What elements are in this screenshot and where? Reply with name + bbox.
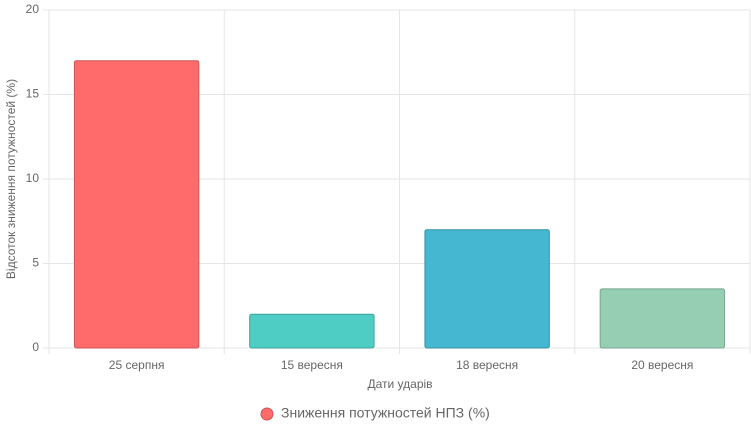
x-tick-label: 18 вересня — [456, 358, 518, 372]
bar — [599, 288, 726, 349]
y-tick-label: 15 — [26, 87, 40, 101]
x-tick-label: 20 вересня — [631, 358, 693, 372]
y-axis-label: Відсоток зниження потужностей (%) — [4, 79, 18, 279]
y-tick-label: 5 — [32, 256, 39, 270]
legend-swatch — [260, 407, 274, 421]
y-tick-label: 0 — [32, 340, 39, 354]
bar — [424, 229, 550, 349]
x-axis-label: Дати ударів — [367, 377, 432, 391]
y-tick-label: 20 — [26, 2, 40, 16]
legend-label: Зниження потужностей НПЗ (%) — [281, 405, 490, 421]
bar — [73, 60, 200, 349]
bar — [249, 313, 375, 349]
x-tick-label: 15 вересня — [281, 358, 343, 372]
x-tick-label: 25 серпня — [109, 358, 165, 372]
y-tick-label: 10 — [26, 171, 40, 185]
